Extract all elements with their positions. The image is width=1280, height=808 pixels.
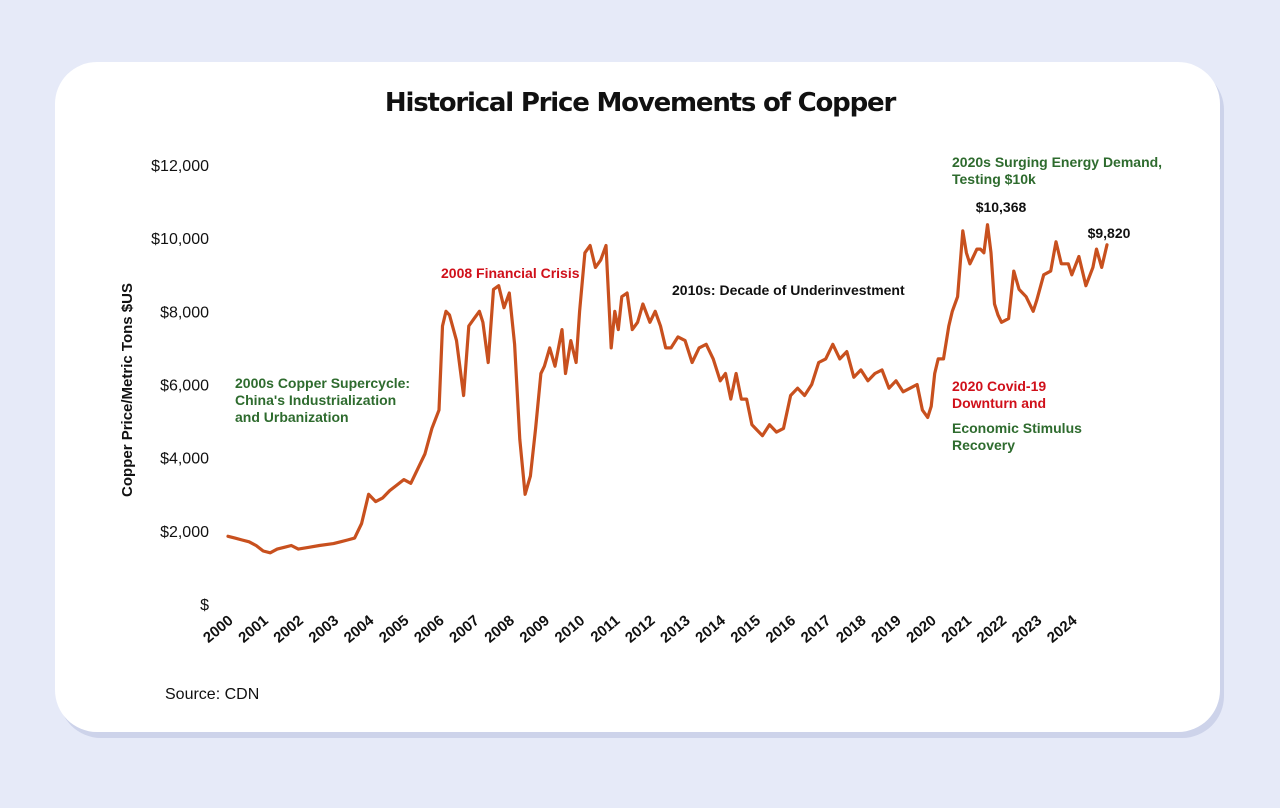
annotation-financial-crisis-line: 2008 Financial Crisis	[441, 265, 580, 281]
annotation-underinvestment: 2010s: Decade of Underinvestment	[672, 282, 905, 298]
annotation-covid-downturn: 2020 Covid-19 Downturn and	[952, 378, 1050, 411]
annotation-stimulus-line: Recovery	[952, 437, 1015, 453]
annotation-covid-line: 2020 Covid-19	[952, 378, 1046, 394]
chart-title: Historical Price Movements of Copper	[384, 88, 896, 118]
x-tick-label: 2020	[903, 612, 939, 646]
x-tick-label: 2003	[306, 612, 342, 646]
x-tick-label: 2006	[411, 612, 447, 646]
x-tick-label: 2016	[763, 612, 799, 646]
x-tick-label: 2021	[938, 612, 974, 646]
x-tick-label: 2010	[552, 612, 588, 646]
peak-value-label: $10,368	[976, 199, 1027, 215]
annotation-covid-line: Downturn and	[952, 395, 1046, 411]
y-tick-label: $6,000	[160, 378, 209, 395]
latest-value-label: $9,820	[1088, 225, 1131, 241]
copper-price-line	[226, 223, 1109, 555]
source-note: Source: CDN	[165, 686, 260, 703]
annotation-financial-crisis: 2008 Financial Crisis	[441, 265, 580, 281]
x-tick-label: 2014	[692, 612, 729, 647]
annotation-underinvestment-line: 2010s: Decade of Underinvestment	[672, 282, 905, 298]
annotation-energy-demand: 2020s Surging Energy Demand, Testing $10…	[952, 154, 1166, 187]
x-tick-label: 2015	[727, 612, 763, 646]
x-tick-label: 2012	[622, 612, 658, 646]
y-tick-label: $10,000	[151, 231, 209, 248]
x-tick-label: 2024	[1044, 612, 1081, 647]
y-tick-label: $8,000	[160, 304, 209, 321]
x-tick-label: 2022	[974, 612, 1010, 646]
x-tick-label: 2000	[200, 612, 236, 646]
x-tick-label: 2004	[341, 612, 378, 647]
annotation-stimulus-line: Economic Stimulus	[952, 420, 1082, 436]
y-tick-label: $12,000	[151, 158, 209, 175]
x-tick-label: 2009	[517, 612, 553, 646]
annotation-supercycle-line: China's Industrialization	[235, 392, 396, 408]
annotation-stimulus-recovery: Economic Stimulus Recovery	[952, 420, 1086, 453]
x-tick-label: 2008	[481, 612, 517, 646]
annotation-supercycle-line: 2000s Copper Supercycle:	[235, 375, 410, 391]
x-tick-label: 2007	[446, 612, 482, 646]
x-tick-label: 2013	[657, 612, 693, 646]
x-axis-ticks: 2000200120022003200420052006200720082009…	[200, 612, 1081, 647]
x-tick-label: 2005	[376, 612, 412, 646]
y-tick-label: $2,000	[160, 524, 209, 541]
x-tick-label: 2017	[798, 612, 834, 646]
y-axis-ticks: $ $2,000 $4,000 $6,000 $8,000 $10,000 $12,000	[151, 158, 209, 614]
y-tick-label: $	[200, 597, 209, 614]
x-tick-label: 2019	[868, 612, 904, 646]
annotation-energy-line: 2020s Surging Energy Demand,	[952, 154, 1162, 170]
annotation-supercycle: 2000s Copper Supercycle: China's Industr…	[235, 375, 414, 425]
annotation-supercycle-line: and Urbanization	[235, 409, 349, 425]
x-tick-label: 2002	[270, 612, 306, 646]
y-tick-label: $4,000	[160, 451, 209, 468]
x-tick-label: 2001	[235, 612, 271, 646]
annotation-energy-line: Testing $10k	[952, 171, 1036, 187]
x-tick-label: 2018	[833, 612, 869, 646]
x-tick-label: 2011	[587, 612, 623, 646]
chart-card	[55, 62, 1220, 732]
y-axis-label: Copper Price/Metric Tons $US	[119, 283, 136, 497]
x-tick-label: 2023	[1009, 612, 1045, 646]
